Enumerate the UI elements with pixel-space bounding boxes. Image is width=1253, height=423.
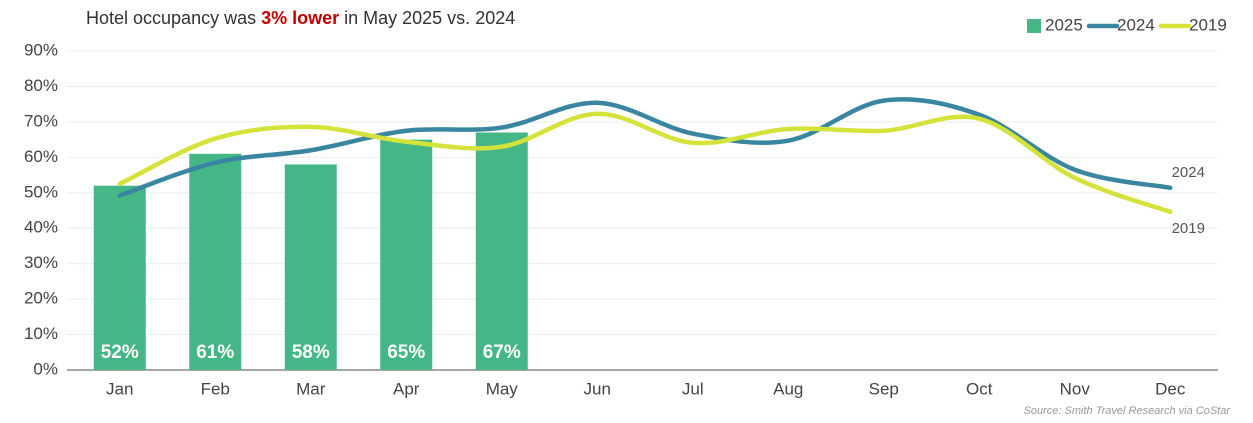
bar [380,139,433,370]
data-label: 65% [387,342,425,363]
x-tick-label: Jan [106,379,133,398]
y-tick-label: 60% [24,147,58,166]
bar [93,185,146,370]
y-tick-label: 40% [24,218,58,237]
x-tick-label: Aug [773,379,803,398]
x-tick-label: Sep [869,379,899,398]
x-tick-label: Nov [1060,379,1091,398]
end-label: 2024 [1172,164,1205,181]
x-tick-label: May [486,379,519,398]
title-text: Hotel occupancy was [86,8,261,28]
data-label: 52% [101,342,139,363]
x-tick-label: Feb [201,379,230,398]
bar [284,164,337,370]
legend-swatch [1027,19,1041,33]
bar [475,132,528,370]
x-tick-label: Jun [584,379,611,398]
legend-label: 2025 [1045,15,1083,34]
legend-label: 2024 [1117,15,1155,34]
y-tick-label: 10% [24,324,58,343]
title-highlight: 3% lower [261,8,339,28]
data-label: 67% [483,342,521,363]
x-tick-label: Mar [296,379,326,398]
y-tick-label: 20% [24,289,58,308]
data-label: 61% [196,342,234,363]
y-tick-label: 70% [24,111,58,130]
y-tick-label: 50% [24,182,58,201]
x-tick-label: Jul [682,379,704,398]
source: Source: Smith Travel Research via CoStar [1024,405,1232,417]
end-label: 2019 [1172,220,1205,237]
data-label: 58% [292,342,330,363]
x-tick-label: Dec [1155,379,1186,398]
y-tick-label: 90% [24,40,58,59]
y-tick-label: 30% [24,253,58,272]
line [117,97,1173,198]
y-tick-label: 0% [33,359,58,378]
line [117,111,1173,215]
y-tick-label: 80% [24,76,58,95]
bar [189,153,242,370]
legend-label: 2019 [1189,15,1227,34]
chart-title: Hotel occupancy was 3% lower in May 2025… [86,8,515,28]
x-tick-label: Oct [966,379,993,398]
title-text: in May 2025 vs. 2024 [339,8,515,28]
x-tick-label: Apr [393,379,420,398]
